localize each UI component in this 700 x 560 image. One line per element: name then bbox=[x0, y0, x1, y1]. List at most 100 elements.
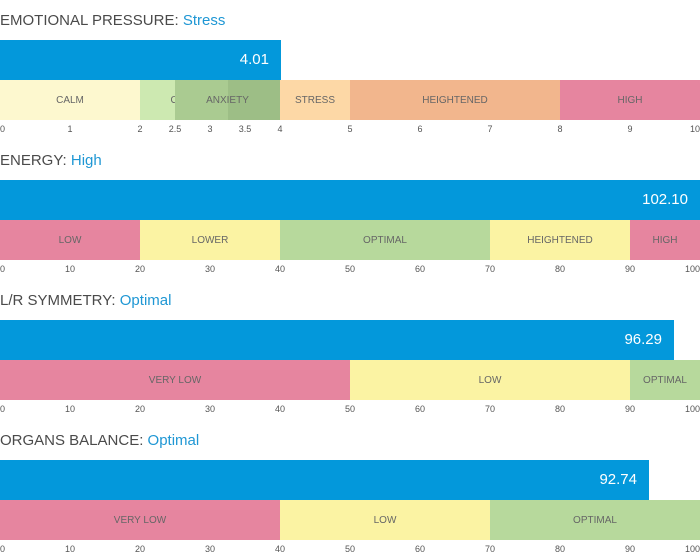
scale-tick-label: 7 bbox=[487, 124, 493, 134]
scale-tick-label: 40 bbox=[274, 404, 286, 414]
metric-value: 102.10 bbox=[642, 191, 688, 208]
metric-value: 96.29 bbox=[624, 331, 662, 348]
zone-label: OPTIMAL bbox=[643, 374, 687, 386]
metric-value-bar: 92.74 bbox=[0, 460, 649, 500]
scale-tick-label: 4 bbox=[277, 124, 283, 134]
scale-tick-label: 9 bbox=[627, 124, 633, 134]
scale-tick-label: 0 bbox=[0, 124, 6, 134]
zone-label: HIGH bbox=[652, 234, 678, 246]
metric-block: L/R SYMMETRY: Optimal 96.29 VERY LOW LOW OPT… bbox=[0, 280, 700, 420]
scale-tick-label: 2.5 bbox=[168, 124, 182, 134]
zone-segment: LOWER bbox=[140, 220, 280, 260]
metric-title-label: L/R SYMMETRY: bbox=[0, 292, 120, 309]
metric-value: 4.01 bbox=[239, 51, 269, 68]
zone-segment: OPTIMAL bbox=[630, 360, 700, 400]
zone-segment: HEIGHTENED bbox=[350, 80, 560, 120]
scale-tick-label: 0 bbox=[0, 544, 6, 554]
metric-zones: LOW LOWER OPTIMAL HEIGHTENED HIGH bbox=[0, 220, 700, 260]
scale-tick-label: 10 bbox=[64, 404, 76, 414]
scale-tick-label: 100 bbox=[684, 264, 700, 274]
zone-label: VERY LOW bbox=[113, 514, 167, 526]
scale-tick-label: 30 bbox=[204, 404, 216, 414]
metric-block: ENERGY: High 102.10 LOW LOWER OPTIMAL HEIGHTE… bbox=[0, 140, 700, 280]
metric-zones: VERY LOW LOW OPTIMAL bbox=[0, 500, 700, 540]
metric-scale: 0 1 2 2.5 3 3.5 4 5 6 7 8 9 10 bbox=[0, 124, 700, 136]
zone-label: OPTIMAL bbox=[363, 234, 407, 246]
scale-tick-label: 60 bbox=[414, 544, 426, 554]
metric-status: Optimal bbox=[119, 292, 172, 309]
metric-scale: 0 10 20 30 40 50 60 70 80 90 100 bbox=[0, 264, 700, 276]
scale-tick-label: 5 bbox=[347, 124, 353, 134]
metric-status: Optimal bbox=[147, 432, 200, 449]
scale-tick-label: 10 bbox=[689, 124, 700, 134]
zone-label: LOW bbox=[373, 514, 397, 526]
scale-tick-label: 20 bbox=[134, 544, 146, 554]
scale-tick-label: 70 bbox=[484, 544, 496, 554]
scale-tick-label: 50 bbox=[344, 544, 356, 554]
metric-value-bar: 102.10 bbox=[0, 180, 700, 220]
zone-label: CALM bbox=[56, 94, 84, 106]
scale-tick-label: 40 bbox=[274, 264, 286, 274]
metric-zones: CALMOPTIMALANXIETYSTRESSHEIGHTENEDHIGH bbox=[0, 80, 700, 120]
scale-tick-label: 90 bbox=[624, 404, 636, 414]
metric-title: ENERGY: High bbox=[0, 152, 102, 169]
scale-tick-label: 50 bbox=[344, 404, 356, 414]
scale-tick-label: 20 bbox=[134, 404, 146, 414]
scale-tick-label: 0 bbox=[0, 404, 6, 414]
scale-tick-label: 0 bbox=[0, 264, 6, 274]
scale-tick-label: 3 bbox=[207, 124, 213, 134]
zone-segment: OPTIMAL bbox=[490, 500, 700, 540]
zone-segment: LOW bbox=[280, 500, 490, 540]
zone-label: STRESS bbox=[294, 94, 335, 106]
scale-tick-label: 60 bbox=[414, 404, 426, 414]
metric-scale: 0 10 20 30 40 50 60 70 80 90 100 bbox=[0, 404, 700, 416]
metric-scale: 0 10 20 30 40 50 60 70 80 90 100 bbox=[0, 544, 700, 556]
metric-title-label: ENERGY: bbox=[0, 152, 71, 169]
scale-tick-label: 10 bbox=[64, 544, 76, 554]
zone-segment: CALM bbox=[0, 80, 140, 120]
metric-zones: VERY LOW LOW OPTIMAL bbox=[0, 360, 700, 400]
zone-label: LOW bbox=[58, 234, 82, 246]
scale-tick-label: 1 bbox=[67, 124, 73, 134]
scale-tick-label: 80 bbox=[554, 544, 566, 554]
zone-segment: VERY LOW bbox=[0, 500, 280, 540]
scale-tick-label: 60 bbox=[414, 264, 426, 274]
scale-tick-label: 100 bbox=[684, 544, 700, 554]
scale-tick-label: 30 bbox=[204, 544, 216, 554]
zone-label: LOW bbox=[478, 374, 502, 386]
scale-tick-label: 20 bbox=[134, 264, 146, 274]
scale-tick-label: 70 bbox=[484, 404, 496, 414]
metric-title: EMOTIONAL PRESSURE: Stress bbox=[0, 12, 225, 29]
scale-tick-label: 40 bbox=[274, 544, 286, 554]
zone-segment: LOW bbox=[0, 220, 140, 260]
zone-label: VERY LOW bbox=[148, 374, 202, 386]
zone-label: HIGH bbox=[617, 94, 643, 106]
zone-label: ANXIETY bbox=[206, 94, 249, 106]
metric-block: EMOTIONAL PRESSURE: Stress4.01CALMOPTIMA… bbox=[0, 0, 700, 140]
zone-label: HEIGHTENED bbox=[527, 234, 593, 246]
scale-tick-label: 80 bbox=[554, 264, 566, 274]
zone-label: LOWER bbox=[191, 234, 229, 246]
zone-segment: ANXIETY bbox=[175, 80, 280, 120]
metric-title: L/R SYMMETRY: Optimal bbox=[0, 292, 171, 309]
metric-block: ORGANS BALANCE: Optimal 92.74 VERY LOW LOW O… bbox=[0, 420, 700, 560]
metric-value: 92.74 bbox=[599, 471, 637, 488]
scale-tick-label: 2 bbox=[137, 124, 143, 134]
scale-tick-label: 30 bbox=[204, 264, 216, 274]
zone-segment: VERY LOW bbox=[0, 360, 350, 400]
metric-status: Stress bbox=[182, 12, 226, 29]
metric-value-bar: 4.01 bbox=[0, 40, 281, 80]
zone-segment: STRESS bbox=[280, 80, 350, 120]
scale-tick-label: 90 bbox=[624, 264, 636, 274]
scale-tick-label: 8 bbox=[557, 124, 563, 134]
zone-segment: LOW bbox=[350, 360, 630, 400]
zone-label: OPTIMAL bbox=[573, 514, 617, 526]
metric-status: High bbox=[70, 152, 102, 169]
zone-label: HEIGHTENED bbox=[422, 94, 488, 106]
zone-segment: HIGH bbox=[630, 220, 700, 260]
metric-title-label: ORGANS BALANCE: bbox=[0, 432, 148, 449]
scale-tick-label: 50 bbox=[344, 264, 356, 274]
scale-tick-label: 80 bbox=[554, 404, 566, 414]
metric-title: ORGANS BALANCE: Optimal bbox=[0, 432, 199, 449]
zone-segment: HIGH bbox=[560, 80, 700, 120]
